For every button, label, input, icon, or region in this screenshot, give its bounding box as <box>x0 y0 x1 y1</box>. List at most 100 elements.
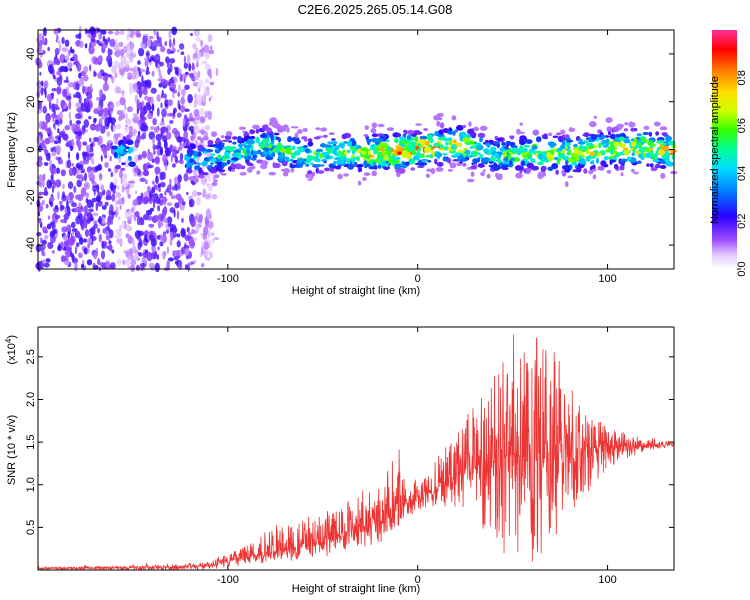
spectrogram-noise-blob <box>125 112 128 121</box>
spectrogram-noise-blob <box>160 93 164 99</box>
spectrogram-band-blob <box>448 141 452 146</box>
spectrogram-band-blob <box>462 162 467 167</box>
spectrogram-noise-blob <box>141 100 145 108</box>
spectrogram-band-blob <box>600 160 607 167</box>
spectrogram-noise-blob <box>68 100 72 110</box>
spectrogram-noise-blob <box>63 260 70 266</box>
spectrogram-noise-blob <box>114 199 118 207</box>
spectrogram-noise-blob <box>103 107 109 117</box>
spectrogram-noise-blob <box>72 230 75 235</box>
spectrogram-noise-blob <box>88 137 92 143</box>
spectrogram-noise-blob <box>174 155 179 164</box>
spectrogram-band-blob <box>259 133 268 139</box>
spectrogram-band-blob <box>387 146 391 152</box>
spectrogram-band-blob <box>565 160 569 166</box>
spectrogram-noise-blob <box>203 44 210 53</box>
spectrogram-band-blob <box>232 141 237 145</box>
spectrogram-noise-blob <box>173 209 176 218</box>
spectrogram-band-blob <box>196 165 200 170</box>
spectrogram-band-blob <box>640 135 645 142</box>
spectrogram-noise-blob <box>64 125 71 131</box>
spectrogram-noise-blob <box>184 234 190 241</box>
spectrogram-noise-blob <box>210 232 215 236</box>
spectrogram-band-blob <box>115 164 121 170</box>
spectrogram-band-blob <box>585 142 594 147</box>
spectrogram-noise-blob <box>76 179 82 188</box>
spectrogram-band-blob <box>376 147 381 152</box>
spectrogram-noise-blob <box>98 42 103 47</box>
spectrogram-band-blob <box>561 169 565 175</box>
spectrogram-noise-blob <box>204 112 208 119</box>
spectrogram-band-blob <box>122 151 127 155</box>
spectrogram-noise-blob <box>119 238 123 248</box>
spectrogram-noise-blob <box>103 44 108 49</box>
spectrogram-noise-blob <box>56 167 60 174</box>
spectrogram-noise-blob <box>49 196 55 202</box>
spectrogram-noise-blob <box>184 247 190 257</box>
spectrogram-x-ticks: -100 0 100 <box>217 30 617 285</box>
spectrogram-noise-blob <box>166 202 173 206</box>
spectrogram-band-blob <box>620 132 626 137</box>
spectrogram-noise-blob <box>110 211 117 215</box>
spectrogram-noise-blob <box>41 120 46 131</box>
spectrogram-noise-blob <box>176 112 182 118</box>
spectrogram-band-blob <box>519 122 523 126</box>
spectrogram-noise-blob <box>98 216 102 225</box>
spectrogram-noise-blob <box>60 169 66 177</box>
spectrogram-noise-blob <box>142 124 149 132</box>
spectrogram-band-blob <box>602 139 606 144</box>
spectrogram-band-blob <box>578 156 584 159</box>
snr-x-ticks: -100 0 100 <box>217 327 617 586</box>
spectrogram-noise-blob <box>118 258 122 266</box>
spectrogram-noise-blob <box>93 57 99 65</box>
spectrogram-band-blob <box>462 137 471 143</box>
spectrogram-noise-blob <box>157 205 161 212</box>
spectrogram-panel: -100 0 100 -40 -20 0 20 40 Height of straight … <box>6 25 678 297</box>
spectrogram-noise-blob <box>109 229 114 239</box>
spectrogram-noise-blob <box>125 118 132 126</box>
spectrogram-noise-blob <box>112 181 118 185</box>
spectrogram-band-blob <box>364 125 369 130</box>
spectrogram-band-blob <box>304 148 310 153</box>
spectrogram-noise-blob <box>193 28 200 37</box>
spectrogram-noise-blob <box>106 140 113 144</box>
spectrogram-noise-blob <box>193 124 200 135</box>
spectrogram-band-blob <box>607 131 612 136</box>
spectrogram-noise-blob <box>196 62 199 68</box>
spectrogram-noise-blob <box>191 64 196 71</box>
spectrogram-noise-blob <box>139 90 143 96</box>
spectrogram-noise-blob <box>112 186 116 195</box>
spectrogram-noise-blob <box>122 45 128 54</box>
spectrogram-band-blob <box>193 151 199 157</box>
spectrogram-band-blob <box>406 129 415 135</box>
spectrogram-band-blob <box>490 156 496 161</box>
spectrogram-band-blob <box>430 150 435 154</box>
spectrogram-band-blob <box>377 133 385 136</box>
spectrogram-noise-blob <box>122 220 125 229</box>
spectrogram-band-blob <box>128 147 134 152</box>
spectrogram-band-blob <box>523 144 530 148</box>
spectrogram-noise-blob <box>36 160 43 168</box>
spectrogram-band-blob <box>296 158 302 164</box>
spectrogram-band-blob <box>649 151 654 158</box>
spectrogram-band-blob <box>589 151 595 157</box>
spectrogram-noise-blob <box>46 127 51 134</box>
spectrogram-y-label: Frequency (Hz) <box>6 112 18 188</box>
spectrogram-noise-blob <box>205 193 211 200</box>
spectrogram-noise-blob <box>143 169 149 177</box>
spectrogram-noise-blob <box>109 262 116 269</box>
spectrogram-noise-blob <box>101 146 108 153</box>
spectrogram-band-blob <box>596 157 599 164</box>
spectrogram-band-blob <box>333 161 338 165</box>
spectrogram-noise-blob <box>97 105 102 111</box>
spectrogram-band-blob <box>470 165 477 170</box>
spectrogram-noise-blob <box>115 123 122 130</box>
spectrogram-noise-blob <box>156 107 160 117</box>
spectrogram-noise-blob <box>75 206 81 213</box>
spectrogram-noise-blob <box>180 96 185 105</box>
spectrogram-noise-blob <box>162 196 167 206</box>
spectrogram-band-blob <box>249 129 256 135</box>
spectrogram-band-blob <box>274 124 282 128</box>
spectrogram-noise-blob <box>69 111 71 120</box>
spectrogram-band-blob <box>289 162 294 168</box>
